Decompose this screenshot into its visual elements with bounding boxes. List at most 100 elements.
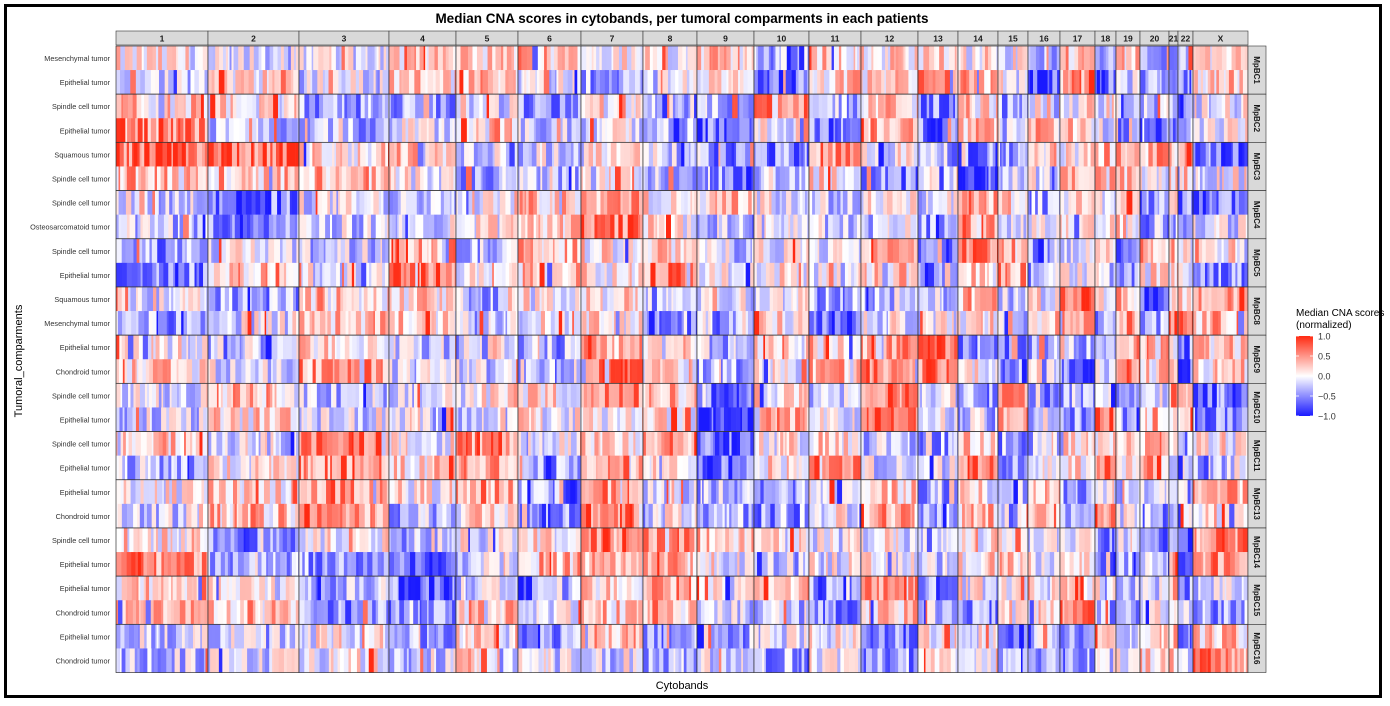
heatmap-cell bbox=[405, 238, 409, 264]
heatmap-cell bbox=[893, 214, 898, 239]
heatmap-cell bbox=[313, 335, 319, 360]
heatmap-cell bbox=[213, 407, 217, 432]
heatmap-cell bbox=[531, 214, 534, 239]
heatmap-cell bbox=[1086, 335, 1091, 360]
heatmap-cell bbox=[356, 94, 361, 119]
heatmap-cell bbox=[987, 262, 990, 288]
heatmap-cell bbox=[1114, 142, 1117, 167]
heatmap-cell bbox=[395, 335, 400, 360]
heatmap-cell bbox=[690, 142, 695, 167]
heatmap-cell bbox=[639, 118, 644, 143]
heatmap-cell bbox=[804, 335, 807, 360]
heatmap-cell bbox=[903, 46, 906, 71]
heatmap-cell bbox=[128, 142, 133, 167]
heatmap-cell bbox=[956, 214, 959, 239]
heatmap-cell bbox=[136, 359, 139, 384]
heatmap-cell bbox=[687, 166, 693, 191]
heatmap-cell bbox=[881, 70, 885, 95]
heatmap-cell bbox=[259, 94, 262, 119]
heatmap-cell bbox=[433, 166, 440, 191]
heatmap-cell bbox=[265, 262, 268, 288]
heatmap-cell bbox=[1144, 287, 1150, 312]
heatmap-cell bbox=[822, 46, 827, 71]
heatmap-cell bbox=[1231, 287, 1234, 312]
heatmap-cell bbox=[729, 311, 734, 336]
heatmap-cell bbox=[1149, 359, 1153, 384]
heatmap-cell bbox=[643, 238, 649, 264]
heatmap-cell bbox=[1188, 46, 1193, 71]
heatmap-cell bbox=[1219, 214, 1223, 239]
heatmap-cell bbox=[499, 214, 503, 239]
heatmap-cell bbox=[877, 238, 883, 264]
heatmap-cell bbox=[355, 166, 359, 191]
heatmap-cell bbox=[149, 407, 153, 432]
heatmap-cell bbox=[878, 94, 884, 119]
heatmap-cell bbox=[375, 359, 382, 384]
heatmap-cell bbox=[699, 359, 704, 384]
heatmap-cell bbox=[879, 190, 884, 215]
heatmap-cell bbox=[226, 142, 233, 167]
heatmap-cell bbox=[423, 166, 428, 191]
heatmap-cell bbox=[722, 190, 727, 215]
heatmap-cell-block bbox=[1178, 94, 1194, 143]
heatmap-cell bbox=[805, 142, 807, 167]
heatmap-cell bbox=[299, 383, 305, 408]
heatmap-cell bbox=[1222, 214, 1229, 239]
heatmap-cell bbox=[661, 142, 668, 167]
heatmap-cell bbox=[984, 70, 988, 95]
heatmap-cell bbox=[892, 190, 898, 215]
heatmap-cell bbox=[483, 311, 489, 336]
heatmap-cell bbox=[389, 238, 392, 264]
heatmap-cell bbox=[803, 118, 810, 143]
heatmap-cell bbox=[1056, 142, 1061, 167]
heatmap-cell bbox=[341, 166, 347, 191]
heatmap-cell bbox=[623, 335, 626, 360]
heatmap-cell bbox=[697, 70, 701, 95]
heatmap-cell bbox=[828, 190, 834, 215]
heatmap-cell bbox=[396, 238, 400, 264]
heatmap-cell bbox=[1056, 46, 1061, 71]
heatmap-cell bbox=[634, 46, 637, 71]
heatmap-cell bbox=[369, 383, 373, 408]
heatmap-cell bbox=[1135, 166, 1139, 191]
heatmap-cell bbox=[572, 70, 575, 95]
heatmap-cell bbox=[383, 166, 390, 191]
heatmap-cell bbox=[836, 166, 840, 191]
heatmap-cell bbox=[573, 142, 579, 167]
heatmap-cell bbox=[1109, 359, 1115, 384]
heatmap-cell bbox=[258, 335, 262, 360]
heatmap-cell bbox=[601, 118, 606, 143]
heatmap-cell bbox=[1010, 46, 1014, 71]
heatmap-cell bbox=[1217, 238, 1222, 264]
heatmap-cell bbox=[718, 166, 723, 191]
heatmap-cell bbox=[1169, 359, 1175, 384]
heatmap-cell bbox=[122, 311, 126, 336]
heatmap-cell bbox=[640, 142, 644, 167]
heatmap-cell bbox=[178, 46, 184, 71]
heatmap-cell bbox=[992, 142, 996, 167]
heatmap-cell bbox=[322, 287, 326, 312]
heatmap-cell bbox=[378, 190, 382, 215]
heatmap-cell bbox=[139, 142, 142, 167]
heatmap-cell bbox=[867, 70, 873, 95]
heatmap-cell bbox=[1095, 94, 1097, 119]
heatmap-cell bbox=[1005, 46, 1012, 71]
heatmap-cell bbox=[888, 311, 890, 336]
heatmap-cell bbox=[990, 70, 993, 95]
heatmap-cell bbox=[998, 287, 1003, 312]
heatmap-cell bbox=[549, 287, 554, 312]
heatmap-cell bbox=[823, 335, 827, 360]
heatmap-cell bbox=[1041, 311, 1048, 336]
heatmap-cell bbox=[425, 70, 428, 95]
heatmap-cell bbox=[414, 46, 417, 71]
heatmap-cell bbox=[328, 118, 334, 143]
heatmap-cell bbox=[1044, 142, 1046, 167]
heatmap-cell bbox=[599, 118, 603, 143]
heatmap-cell bbox=[183, 166, 187, 191]
heatmap-cell bbox=[296, 70, 300, 95]
heatmap-cell bbox=[767, 118, 772, 143]
heatmap-cell bbox=[713, 118, 717, 143]
heatmap-cell bbox=[955, 287, 959, 312]
heatmap-cell bbox=[1012, 94, 1018, 119]
heatmap-cell bbox=[958, 70, 961, 95]
